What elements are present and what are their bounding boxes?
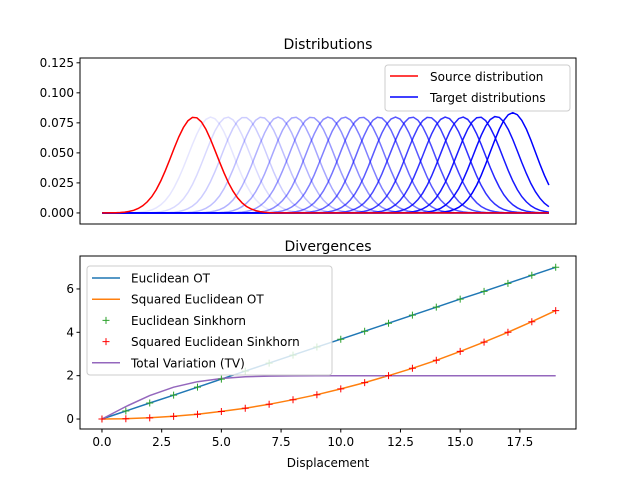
euclidean-sinkhorn-marker [361,327,369,335]
euclidean-sinkhorn-marker [480,287,488,295]
squared-euclidean-sinkhorn-marker [504,328,512,336]
euclidean-sinkhorn-marker [528,271,536,279]
bottom-xtick-label: 15.0 [447,435,474,449]
legend-total-variation-tv-label: Total Variation (TV) [130,356,245,370]
euclidean-sinkhorn-marker [122,407,130,415]
bottom-ytick-label: 6 [66,282,74,296]
bottom-xtick-label: 17.5 [507,435,534,449]
bottom-legend [86,265,333,376]
euclidean-sinkhorn-marker [217,375,225,383]
legend-squared-euclidean-sinkhorn-swatch [102,338,110,346]
source-distribution-line [102,116,549,214]
total-variation-tv-line [101,374,556,420]
euclidean-sinkhorn-marker [408,311,416,319]
euclidean-sinkhorn-marker [337,335,345,343]
euclidean-sinkhorn-marker [504,279,512,287]
legend-euclidean-ot-label: Euclidean OT [131,272,211,286]
legend-euclidean-sinkhorn-swatch [102,316,110,324]
bottom-xtick-label: 2.5 [152,435,171,449]
squared-euclidean-sinkhorn-marker [265,400,273,408]
squared-euclidean-sinkhorn-marker [456,347,464,355]
bottom-ytick-label: 4 [66,325,74,339]
top-ytick-label: 0.125 [40,56,74,70]
bottom-xtick-label: 5.0 [212,435,231,449]
legend-target-label: Target distributions [429,91,546,105]
top-title: Distributions [284,37,373,53]
euclidean-sinkhorn-marker [432,303,440,311]
squared-euclidean-sinkhorn-marker [217,407,225,415]
top-ytick-label: 0.050 [40,146,74,160]
bottom-title: Divergences [284,239,371,255]
squared-euclidean-sinkhorn-marker [170,412,178,420]
bottom-xtick-label: 0.0 [92,435,111,449]
bottom-xlabel: Displacement [287,456,370,470]
euclidean-sinkhorn-marker [170,391,178,399]
squared-euclidean-sinkhorn-marker [337,385,345,393]
squared-euclidean-sinkhorn-marker [146,414,154,422]
top-legend [384,64,571,112]
squared-euclidean-sinkhorn-marker [289,396,297,404]
legend-squared-euclidean-ot-label: Squared Euclidean OT [131,293,264,307]
euclidean-sinkhorn-marker [552,263,560,271]
squared-euclidean-sinkhorn-marker [408,364,416,372]
euclidean-sinkhorn-marker [193,383,201,391]
bottom-xtick-label: 10.0 [327,435,354,449]
top-ytick-label: 0.075 [40,116,74,130]
legend-euclidean-sinkhorn-label: Euclidean Sinkhorn [131,314,246,328]
squared-euclidean-ot-line [101,309,557,420]
squared-euclidean-sinkhorn-marker [122,415,130,423]
bottom-axes-frame [79,255,577,430]
bottom-xtick-label: 7.5 [272,435,291,449]
squared-euclidean-sinkhorn-marker [241,404,249,412]
top-ytick-label: 0.100 [40,86,74,100]
euclidean-sinkhorn-marker [146,399,154,407]
bottom-xtick-label: 12.5 [387,435,414,449]
squared-euclidean-sinkhorn-marker [552,307,560,315]
squared-euclidean-sinkhorn-marker [193,410,201,418]
bottom-ytick-label: 2 [66,369,74,383]
top-ytick-label: 0.025 [40,176,74,190]
squared-euclidean-sinkhorn-marker [313,391,321,399]
top-axes-frame [79,57,577,225]
euclidean-sinkhorn-marker [456,295,464,303]
bottom-ytick-label: 0 [66,412,74,426]
legend-source-label: Source distribution [430,70,543,84]
euclidean-sinkhorn-marker [385,319,393,327]
squared-euclidean-sinkhorn-marker [385,372,393,380]
squared-euclidean-sinkhorn-marker [480,338,488,346]
legend-squared-euclidean-sinkhorn-label: Squared Euclidean Sinkhorn [131,335,300,349]
squared-euclidean-sinkhorn-marker [528,318,536,326]
divergences-plot: 0 2 4 6 0.0 2.5 5.0 7.5 10.0 12.5 15.0 17.5 Euclidea… [66,255,577,449]
squared-euclidean-sinkhorn-marker [361,379,369,387]
squared-euclidean-sinkhorn-marker [432,356,440,364]
top-ytick-label: 0.000 [40,206,74,220]
distributions-plot: 0.000 0.025 0.050 0.075 0.100 0.125 Source dis… [40,56,577,225]
squared-euclidean-sinkhorn-marker [98,415,106,423]
